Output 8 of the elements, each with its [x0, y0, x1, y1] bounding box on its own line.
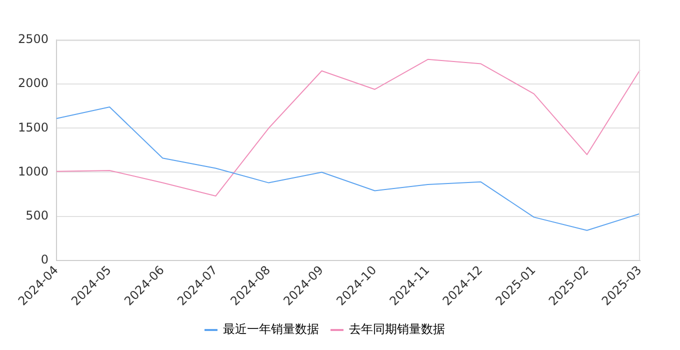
y-tick-label: 2000: [18, 76, 49, 90]
y-tick-label: 2500: [18, 32, 49, 46]
legend-label: 去年同期销量数据: [349, 322, 445, 336]
y-tick-label: 1500: [18, 120, 49, 134]
y-tick-label: 1000: [18, 164, 49, 178]
y-tick-label: 0: [40, 252, 49, 266]
y-tick-label: 500: [26, 208, 49, 222]
legend-label: 最近一年销量数据: [223, 322, 319, 336]
